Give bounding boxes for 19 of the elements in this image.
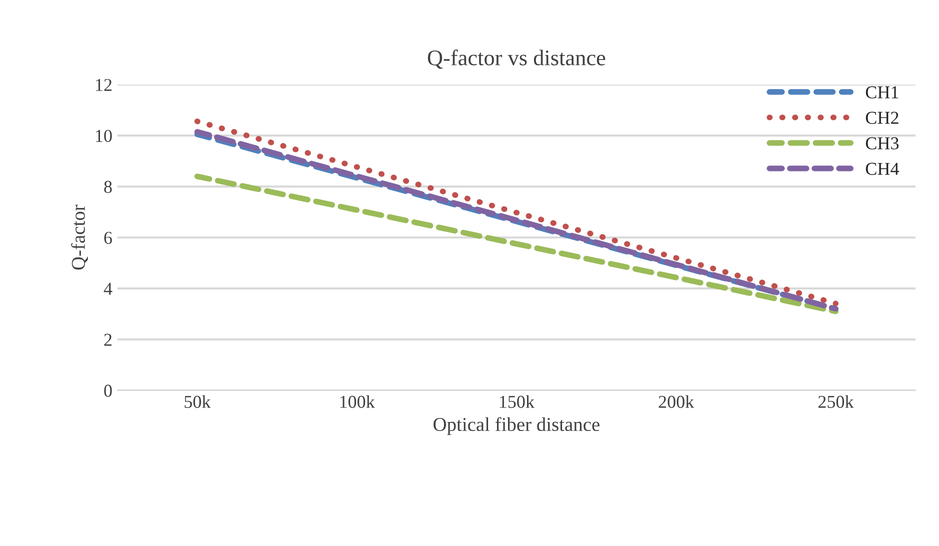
x-tick-label: 250k xyxy=(818,395,854,408)
y-tick-label: 0 xyxy=(104,384,112,397)
chart-title: Q-factor vs distance xyxy=(428,50,606,69)
y-tick-label: 2 xyxy=(104,334,112,346)
y-tick-label: 6 xyxy=(104,232,112,244)
x-tick-label: 200k xyxy=(658,395,694,408)
y-axis-title: Q-factor xyxy=(71,204,88,270)
legend-label: CH2 xyxy=(866,112,898,124)
y-tick-label: 8 xyxy=(104,180,112,193)
y-tick-label: 10 xyxy=(96,130,112,142)
legend-label: CH3 xyxy=(866,137,899,150)
x-tick-label: 100k xyxy=(340,395,375,408)
x-tick-label: 150k xyxy=(500,395,535,408)
legend-label: CH1 xyxy=(866,86,898,98)
y-tick-label: 12 xyxy=(96,78,112,91)
x-tick-label: 50k xyxy=(184,395,211,408)
x-axis-title: Optical fiber distance xyxy=(434,417,600,436)
y-tick-label: 4 xyxy=(104,282,112,295)
legend-label: CH4 xyxy=(866,162,899,175)
